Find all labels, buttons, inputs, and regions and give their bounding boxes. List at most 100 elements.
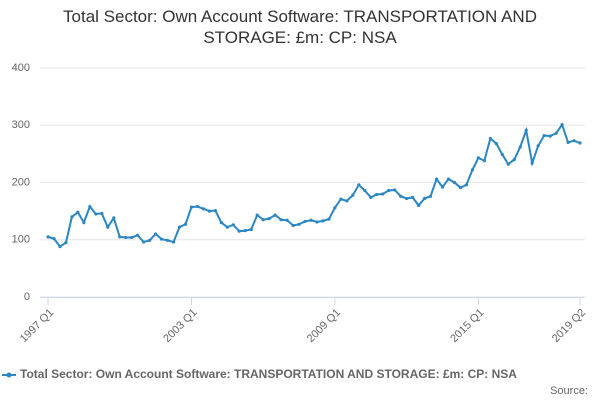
data-point (94, 212, 98, 216)
data-point (100, 211, 104, 216)
data-point (58, 245, 62, 249)
data-point (303, 219, 307, 224)
data-point (363, 188, 367, 193)
data-point (315, 220, 319, 224)
data-point (136, 233, 140, 237)
data-point (52, 237, 56, 241)
data-point (476, 156, 480, 160)
x-tick-label: 2003 Q1 (161, 307, 199, 345)
data-point (159, 237, 164, 241)
data-point (255, 213, 259, 217)
data-point (70, 215, 74, 219)
data-point (405, 196, 409, 201)
data-point (207, 209, 211, 213)
data-point (411, 195, 415, 199)
data-point (118, 235, 122, 239)
data-point (46, 235, 50, 239)
data-point (452, 180, 457, 185)
data-point (291, 223, 295, 228)
data-point (536, 144, 540, 148)
data-point (428, 194, 433, 198)
data-point (327, 217, 331, 221)
data-point (183, 222, 188, 226)
x-tick-label: 2019 Q2 (550, 307, 588, 345)
data-point (165, 238, 170, 242)
data-point (530, 161, 534, 165)
data-point (148, 238, 152, 242)
legend-label: Total Sector: Own Account Software: TRAN… (20, 367, 517, 381)
data-point (261, 218, 265, 222)
data-point (464, 183, 469, 187)
data-point (482, 159, 486, 163)
data-point (285, 218, 289, 222)
data-point (399, 194, 403, 198)
data-point (82, 220, 86, 225)
data-point (112, 216, 116, 220)
source: Source: (550, 385, 588, 397)
data-point (470, 168, 475, 172)
data-point (518, 145, 522, 149)
data-point (422, 196, 427, 201)
data-point (225, 225, 229, 229)
data-point (578, 141, 582, 145)
data-point (446, 177, 451, 181)
data-point (88, 204, 92, 209)
data-point (213, 208, 217, 213)
y-tick-label: 300 (12, 119, 30, 131)
data-point (494, 141, 498, 146)
data-point (554, 131, 558, 135)
data-point (387, 188, 391, 193)
data-point (177, 225, 182, 229)
data-point (267, 216, 271, 221)
data-point (572, 139, 576, 143)
x-tick-label: 1997 Q1 (18, 307, 56, 345)
data-point (506, 162, 510, 166)
data-point (124, 235, 128, 240)
data-point (171, 240, 176, 244)
data-point (153, 232, 158, 236)
legend-marker (6, 372, 12, 378)
data-point (524, 128, 528, 133)
data-point (195, 204, 200, 209)
data-point (458, 186, 463, 190)
data-point (440, 185, 445, 189)
data-point (273, 213, 277, 217)
y-tick-label: 0 (24, 291, 30, 303)
data-point (512, 158, 516, 162)
data-point (201, 207, 206, 211)
data-point (417, 203, 421, 207)
data-point (500, 152, 504, 157)
y-tick-label: 400 (12, 62, 30, 74)
data-point (566, 140, 570, 145)
data-point (142, 240, 146, 244)
data-point (231, 223, 235, 227)
data-point (321, 219, 325, 223)
data-point (219, 220, 223, 225)
data-point (333, 206, 337, 210)
data-point (279, 218, 283, 222)
data-point (369, 195, 373, 199)
data-point (393, 188, 397, 192)
data-point (434, 177, 439, 181)
data-point (548, 134, 552, 138)
data-point (488, 136, 492, 141)
data-line (47, 122, 581, 248)
data-point (64, 241, 68, 245)
data-point (106, 225, 110, 229)
chart-title: Total Sector: Own Account Software: TRAN… (63, 7, 537, 47)
data-point (249, 227, 253, 232)
data-point (375, 192, 379, 197)
data-point (76, 210, 80, 214)
y-tick-label: 200 (12, 176, 30, 188)
data-point (560, 123, 564, 127)
data-point (189, 205, 194, 209)
data-point (309, 218, 313, 222)
data-point (357, 183, 361, 187)
x-tick-label: 2015 Q1 (448, 307, 486, 345)
data-point (130, 235, 134, 240)
data-point (243, 228, 247, 233)
y-tick-label: 100 (12, 234, 30, 246)
data-point (339, 197, 343, 201)
